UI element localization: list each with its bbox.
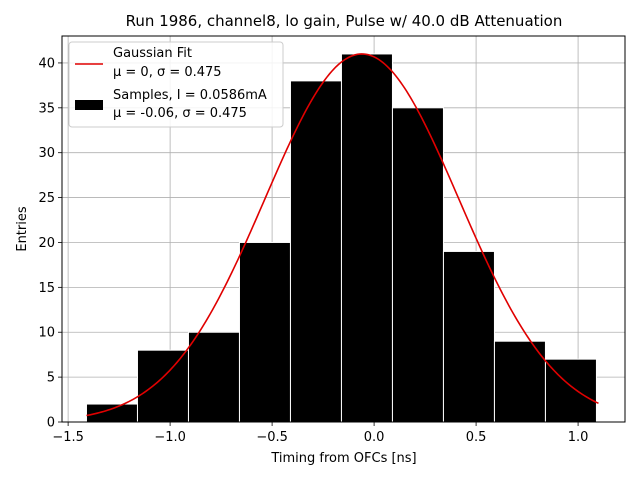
histogram-bar-0 xyxy=(85,403,138,423)
histogram-bar-3 xyxy=(238,241,291,423)
y-axis-ticks: 0 5 10 15 20 25 30 35 40 xyxy=(38,56,62,431)
histogram-bar-4 xyxy=(289,80,342,423)
x-tick-label-1: −1.0 xyxy=(154,430,186,445)
plot-frame xyxy=(61,35,626,423)
histogram-bar-6 xyxy=(391,107,444,423)
y-tick-label-5: 25 xyxy=(38,191,55,206)
legend-fit-stats: μ = 0, σ = 0.475 xyxy=(113,65,222,80)
histogram-bars xyxy=(85,53,597,423)
x-tick-label-3: 0.0 xyxy=(364,430,385,445)
legend-samples-stats: μ = -0.06, σ = 0.475 xyxy=(113,106,247,121)
legend-fit-label: Gaussian Fit xyxy=(113,46,192,61)
legend-box xyxy=(68,41,284,128)
y-tick-label-2: 10 xyxy=(38,326,55,341)
y-tick-label-4: 20 xyxy=(38,236,55,251)
y-tick-label-8: 40 xyxy=(38,56,55,71)
y-tick-label-3: 15 xyxy=(38,281,55,296)
x-tick-label-2: −0.5 xyxy=(256,430,288,445)
y-tick-label-7: 35 xyxy=(38,101,55,116)
chart-title: Run 1986, channel8, lo gain, Pulse w/ 40… xyxy=(126,12,563,30)
legend-samples-swatch xyxy=(75,100,103,110)
x-tick-label-0: −1.5 xyxy=(52,430,84,445)
y-tick-label-0: 0 xyxy=(47,416,55,431)
x-axis-label: Timing from OFCs [ns] xyxy=(270,451,416,466)
y-tick-label-6: 30 xyxy=(38,146,55,161)
histogram-bar-1 xyxy=(136,349,189,423)
histogram-bar-2 xyxy=(187,331,240,423)
y-axis-label: Entries xyxy=(15,206,30,252)
legend-samples-label: Samples, I = 0.0586mA xyxy=(113,88,267,103)
histogram-bar-8 xyxy=(493,340,546,423)
histogram-bar-7 xyxy=(442,250,495,423)
x-tick-label-4: 0.5 xyxy=(466,430,487,445)
legend: Gaussian Fit μ = 0, σ = 0.475 Samples, I… xyxy=(68,41,284,128)
x-axis-ticks: −1.5 −1.0 −0.5 0.0 0.5 1.0 xyxy=(52,422,588,445)
x-tick-label-5: 1.0 xyxy=(568,430,589,445)
gaussian-fit-curve xyxy=(86,53,599,417)
y-tick-label-1: 5 xyxy=(47,371,55,386)
histogram-bar-5 xyxy=(340,53,393,423)
